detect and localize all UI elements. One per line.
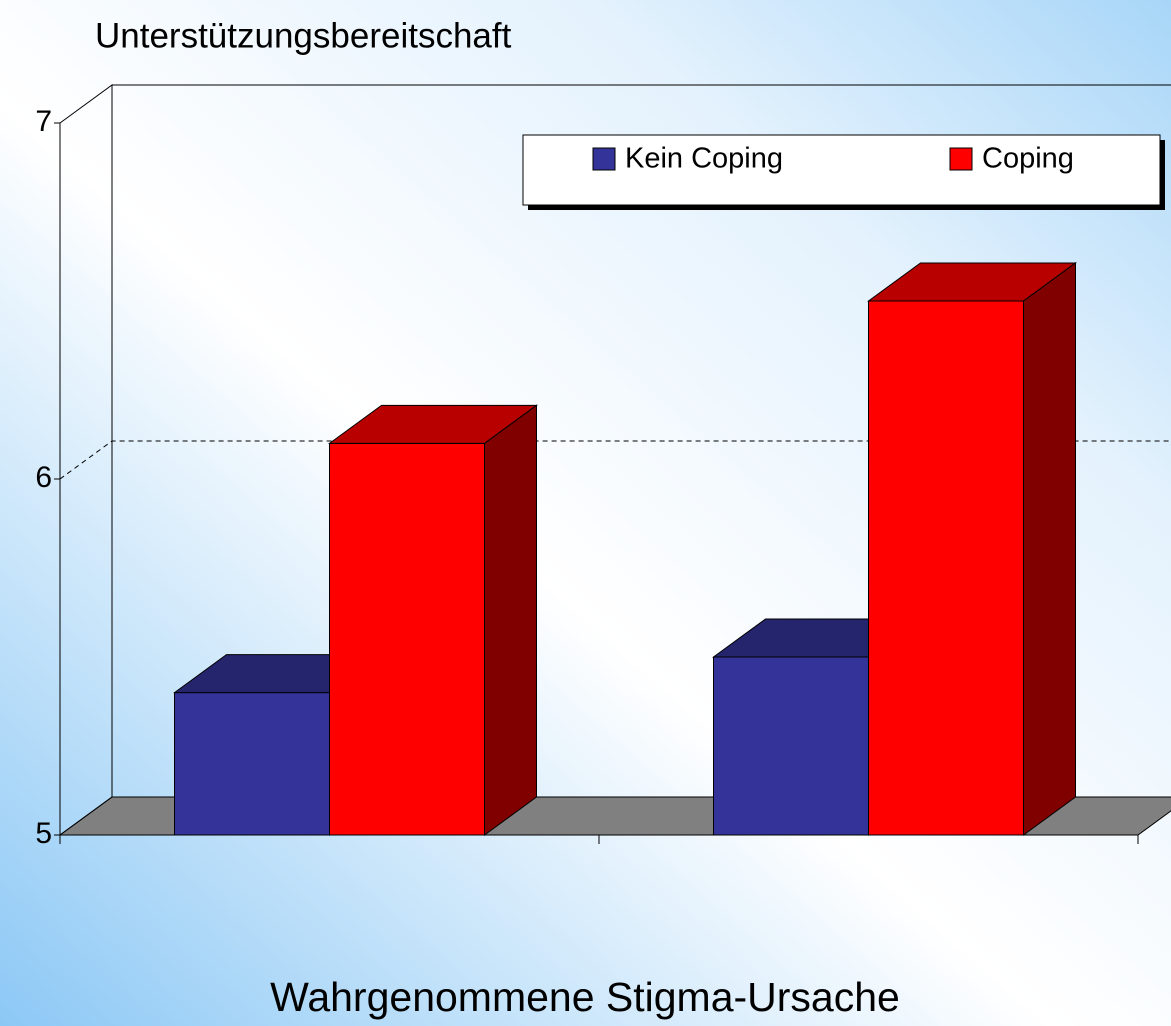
bar-front [713, 656, 869, 836]
legend-swatch [592, 147, 616, 171]
chart-title: Unterstützungsbereitschaft [95, 16, 512, 55]
side-wall [59, 84, 113, 836]
grid-line [59, 440, 1171, 480]
legend-label: Coping [982, 143, 1074, 175]
bar-side [484, 404, 537, 836]
y-tick-label: 6 [35, 461, 52, 494]
bar-side [1023, 262, 1076, 836]
legend [522, 134, 1161, 206]
legend-swatch [949, 147, 973, 171]
legend-label: Kein Coping [625, 143, 783, 175]
y-tick-label: 7 [35, 105, 52, 138]
bar-front [174, 692, 330, 836]
y-tick-label: 5 [35, 817, 52, 850]
bar-front [329, 442, 485, 836]
x-axis-label: Wahrgenommene Stigma-Ursache [270, 974, 900, 1020]
bar-front [868, 300, 1024, 836]
